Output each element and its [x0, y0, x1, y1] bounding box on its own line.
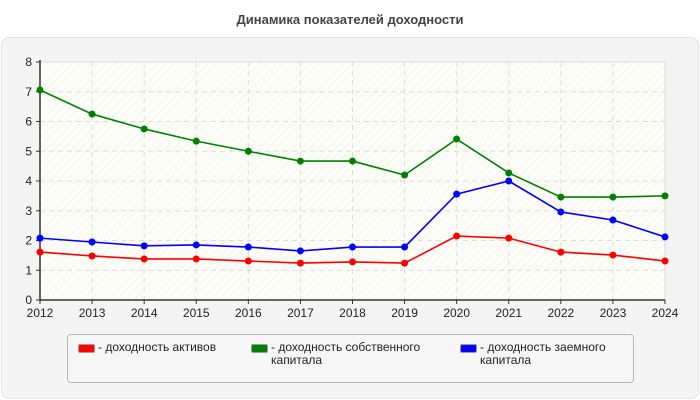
- data-point: [557, 248, 565, 256]
- data-point: [88, 252, 96, 260]
- data-point: [140, 242, 148, 250]
- legend-item-assets: - доходность активов: [78, 341, 216, 354]
- y-tick-label: 8: [25, 55, 32, 69]
- legend-swatch: [78, 344, 95, 353]
- y-tick-label: 5: [25, 144, 32, 158]
- data-point: [349, 157, 356, 165]
- data-point: [349, 258, 356, 266]
- x-tick-label: 2012: [27, 306, 54, 320]
- data-point: [140, 255, 148, 263]
- legend-swatch: [460, 344, 477, 353]
- data-point: [401, 259, 409, 267]
- legend-item-debt: - доходность заемного капитала: [460, 341, 630, 367]
- data-point: [557, 193, 565, 201]
- legend-label: - доходность заемного капитала: [480, 340, 606, 367]
- y-tick-label: 6: [25, 115, 32, 129]
- x-tick-label: 2018: [339, 306, 366, 320]
- data-point: [453, 232, 461, 240]
- data-point: [244, 243, 252, 251]
- chart-title: Динамика показателей доходности: [236, 12, 464, 27]
- data-point: [192, 255, 200, 263]
- data-point: [192, 241, 200, 249]
- legend-label: - доходность активов: [98, 340, 217, 354]
- data-point: [401, 171, 409, 179]
- legend-swatch: [251, 344, 268, 353]
- x-tick-label: 2021: [495, 306, 522, 320]
- data-point: [505, 177, 513, 185]
- x-tick-label: 2013: [79, 306, 106, 320]
- legend-item-equity: - доходность собственного капитала: [251, 341, 451, 367]
- data-point: [453, 190, 461, 198]
- legend-label: - доходность собственного капитала: [271, 340, 421, 367]
- data-point: [88, 110, 96, 118]
- x-tick-label: 2020: [443, 306, 470, 320]
- data-point: [88, 238, 96, 246]
- x-tick-label: 2019: [391, 306, 418, 320]
- data-point: [349, 243, 356, 251]
- x-tick-label: 2017: [287, 306, 314, 320]
- x-tick-label: 2014: [131, 306, 158, 320]
- data-point: [609, 193, 617, 201]
- x-tick-label: 2024: [652, 306, 679, 320]
- x-tick-label: 2016: [235, 306, 262, 320]
- y-tick-label: 4: [25, 174, 32, 188]
- data-point: [453, 135, 461, 143]
- data-point: [192, 137, 200, 145]
- data-point: [36, 248, 44, 256]
- data-point: [505, 169, 513, 177]
- y-tick-label: 0: [25, 293, 32, 307]
- data-point: [505, 234, 513, 242]
- data-point: [661, 233, 669, 241]
- data-point: [244, 257, 252, 265]
- x-tick-label: 2015: [183, 306, 210, 320]
- data-point: [609, 216, 617, 224]
- data-point: [296, 157, 304, 165]
- data-point: [296, 247, 304, 255]
- data-point: [401, 243, 409, 251]
- data-point: [140, 125, 148, 133]
- data-point: [557, 208, 565, 216]
- data-point: [36, 86, 44, 94]
- data-point: [36, 234, 44, 242]
- y-tick-label: 1: [25, 263, 32, 277]
- y-tick-label: 3: [25, 204, 32, 218]
- data-point: [296, 259, 304, 267]
- data-point: [661, 257, 669, 265]
- legend: - доходность активов - доходность собств…: [67, 334, 634, 383]
- data-point: [661, 192, 669, 200]
- x-tick-label: 2022: [547, 306, 574, 320]
- data-point: [244, 147, 252, 155]
- y-tick-label: 2: [25, 234, 32, 248]
- x-tick-label: 2023: [600, 306, 627, 320]
- data-point: [609, 251, 617, 259]
- y-tick-label: 7: [25, 85, 32, 99]
